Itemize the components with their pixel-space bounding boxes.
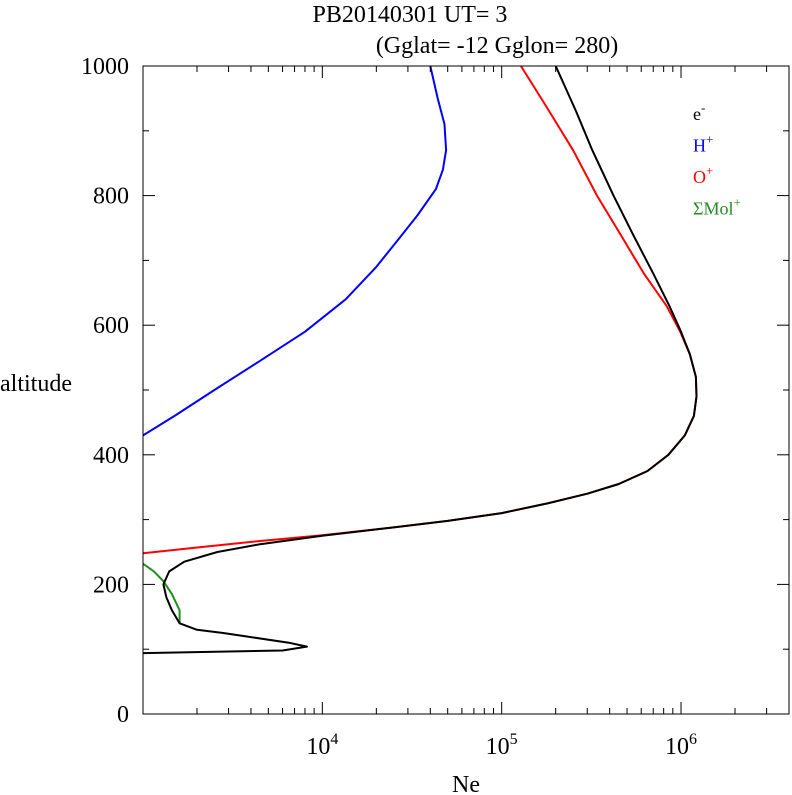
- legend: e- H+ O+ ΣMol+: [693, 100, 741, 219]
- legend-entry: H+: [693, 132, 713, 156]
- chart-title: PB20140301 UT= 3: [313, 2, 508, 28]
- tick-labels-layer: 0 200 400 600 800 1000 104 105 106: [81, 54, 697, 760]
- y-tick-label: 1000: [81, 54, 129, 80]
- ticks-layer: [142, 65, 790, 715]
- y-axis-label: altitude: [0, 371, 72, 397]
- legend-entry: O+: [693, 163, 713, 187]
- y-tick-label: 800: [93, 184, 129, 210]
- series-line-2: [143, 66, 698, 555]
- series-line-0: [143, 66, 698, 655]
- y-tick-label: 400: [93, 443, 129, 469]
- x-tick-label: 104: [306, 731, 338, 760]
- series-layer: [143, 66, 698, 655]
- series-line-1: [143, 66, 448, 437]
- x-tick-label: 105: [486, 731, 518, 760]
- y-tick-label: 0: [117, 702, 129, 728]
- y-tick-label: 600: [93, 313, 129, 339]
- chart-subtitle: (Gglat= -12 Gglon= 280): [376, 33, 618, 59]
- legend-entry: ΣMol+: [693, 195, 741, 219]
- plot-frame: [142, 65, 790, 715]
- x-axis-label: Ne: [452, 772, 480, 795]
- y-tick-label: 200: [93, 572, 129, 598]
- series-line-3: [143, 562, 181, 624]
- x-tick-label: 106: [665, 731, 697, 760]
- legend-entry: e-: [693, 100, 705, 124]
